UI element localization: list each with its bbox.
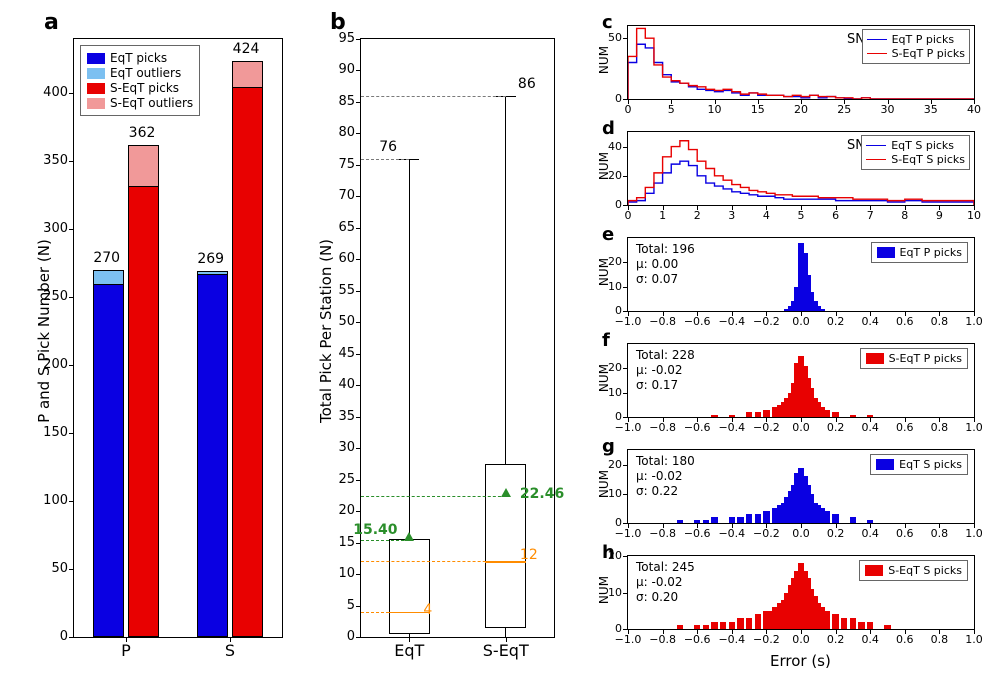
panel-c-label: c	[602, 12, 613, 33]
panel-h: −1.0−0.8−0.6−0.4−0.20.00.20.40.60.81.001…	[627, 555, 975, 630]
panel-b: 05101520253035404550556065707580859095Eq…	[360, 38, 555, 638]
figure-root: a 050100150200250300350400P270362S269424…	[0, 0, 1000, 699]
panel-d: 01234567891002040NUMSNREqT S picksS-EqT …	[627, 131, 975, 206]
panel-b-ylabel: Total Pick Per Station (N)	[317, 231, 335, 431]
panel-f-label: f	[602, 330, 610, 351]
panel-a-label: a	[44, 10, 59, 35]
panel-a-legend: EqT picksEqT outliersS-EqT picksS-EqT ou…	[80, 45, 200, 116]
panel-g: −1.0−0.8−0.6−0.4−0.20.00.20.40.60.81.001…	[627, 449, 975, 524]
error-xlabel: Error (s)	[770, 652, 831, 670]
panel-a-ylabel: P and S Pick Number (N)	[35, 231, 53, 431]
panel-c: 0510152025303540050NUMSNREqT P picksS-Eq…	[627, 25, 975, 100]
panel-a: 050100150200250300350400P270362S269424Eq…	[73, 38, 283, 638]
panel-e: −1.0−0.8−0.6−0.4−0.20.00.20.40.60.81.001…	[627, 237, 975, 312]
panel-d-label: d	[602, 118, 615, 139]
panel-f: −1.0−0.8−0.6−0.4−0.20.00.20.40.60.81.001…	[627, 343, 975, 418]
panel-g-label: g	[602, 436, 615, 457]
panel-e-label: e	[602, 224, 614, 245]
